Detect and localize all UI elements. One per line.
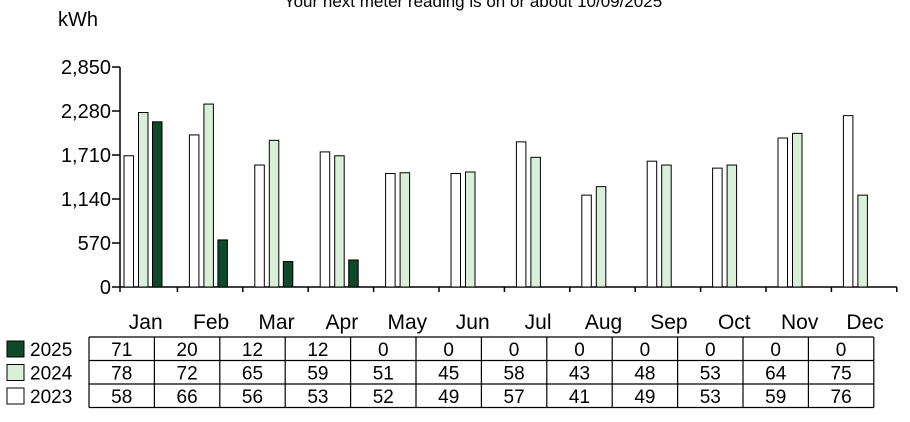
x-tick-label: Feb [193, 311, 229, 334]
table-cell-2025-jun: 0 [443, 340, 454, 361]
table-cell-2025-feb: 20 [177, 340, 198, 361]
y-tick-label: 2,280 [61, 101, 111, 123]
table-cell-2024-aug: 43 [569, 364, 590, 385]
table-cell-2023-apr: 53 [307, 387, 328, 408]
bar-2023-may [385, 173, 396, 288]
bar-2023-jul [515, 141, 527, 288]
legend-label-2025: 2025 [30, 340, 72, 361]
table-cell-2025-jul: 0 [509, 340, 520, 361]
bar-2023-feb [188, 134, 200, 288]
table-cell-2024-jul: 58 [504, 364, 525, 385]
bar-2024-may [399, 172, 411, 288]
table-cell-2024-jun: 45 [438, 364, 459, 385]
table-cell-2025-jan: 71 [111, 340, 132, 361]
legend-swatch-2024 [6, 364, 25, 381]
bar-2024-mar [268, 139, 280, 288]
x-tick-label: Dec [846, 311, 883, 334]
chart-title: Your next meter reading is on or about 1… [284, 0, 662, 11]
bar-2024-aug [595, 186, 607, 288]
bar-2024-oct [726, 164, 738, 288]
table-cell-2024-feb: 72 [177, 364, 198, 385]
y-tick-label: 570 [78, 233, 111, 255]
bar-2025-mar [282, 261, 294, 288]
legend-swatch-2023 [6, 387, 25, 405]
table-cell-2023-oct: 53 [700, 387, 721, 408]
bar-2025-apr [348, 259, 359, 288]
bar-2023-dec [842, 115, 854, 288]
y-tick-label: 1,710 [61, 145, 111, 167]
table-cell-2023-nov: 59 [765, 387, 786, 408]
bar-2024-nov [792, 132, 803, 288]
bar-2024-sep [661, 164, 672, 288]
y-tick-label: 2,850 [61, 57, 111, 79]
table-cell-2024-may: 51 [373, 364, 394, 385]
table-cell-2023-dec: 76 [831, 387, 852, 408]
x-tick-label: Oct [718, 311, 751, 334]
bar-2024-jun [465, 171, 476, 288]
bar-2024-dec [857, 194, 868, 288]
bar-2023-aug [581, 194, 592, 288]
table-cell-2025-mar: 12 [242, 340, 263, 361]
x-tick-label: Jul [525, 311, 552, 334]
bar-2023-apr [319, 151, 331, 288]
table-cell-2024-jan: 78 [111, 364, 132, 385]
x-tick-label: Aug [585, 311, 622, 334]
bar-2025-jan [152, 121, 163, 288]
table-cell-2023-jun: 49 [438, 387, 459, 408]
table-cell-2025-oct: 0 [705, 340, 716, 361]
x-tick-label: Nov [781, 311, 819, 334]
x-tick-label: Apr [326, 311, 359, 334]
table-cell-2023-jan: 58 [111, 387, 132, 408]
table-cell-2023-aug: 41 [569, 387, 590, 408]
table-cell-2024-nov: 64 [765, 364, 787, 385]
table-cell-2024-apr: 59 [307, 364, 328, 385]
bar-2023-mar [254, 164, 265, 288]
table-cell-2024-sep: 48 [634, 364, 655, 385]
bar-2024-jul [530, 156, 541, 288]
bar-2024-feb [203, 103, 214, 288]
table-cell-2025-nov: 0 [770, 340, 781, 361]
bar-2024-apr [334, 155, 345, 288]
y-tick-label: 0 [100, 277, 111, 299]
x-tick-label: Mar [258, 311, 294, 334]
legend-swatch-2025 [6, 340, 25, 358]
table-cell-2025-apr: 12 [307, 340, 328, 361]
bar-2025-feb [217, 239, 228, 288]
y-tick-label: 1,140 [61, 189, 111, 211]
table-cell-2023-mar: 56 [242, 387, 263, 408]
bar-2023-jan [123, 155, 134, 288]
table-cell-2025-dec: 0 [836, 340, 847, 361]
table-cell-2023-feb: 66 [177, 387, 198, 408]
legend-label-2023: 2023 [30, 387, 72, 408]
bar-2023-oct [712, 167, 723, 288]
x-tick-label: May [387, 311, 427, 334]
y-axis-label: kWh [58, 9, 98, 31]
bar-2024-jan [138, 112, 149, 288]
table-cell-2025-may: 0 [378, 340, 389, 361]
x-tick-label: Jan [129, 311, 163, 334]
table-cell-2025-aug: 0 [574, 340, 585, 361]
table-cell-2024-dec: 75 [831, 364, 852, 385]
table-cell-2023-may: 52 [373, 387, 394, 408]
table-cell-2023-sep: 49 [634, 387, 655, 408]
table-cell-2024-oct: 53 [700, 364, 721, 385]
table-cell-2025-sep: 0 [640, 340, 651, 361]
table-cell-2023-jul: 57 [504, 387, 525, 408]
x-tick-label: Sep [650, 311, 687, 334]
table-cell-2024-mar: 65 [242, 364, 263, 385]
bar-2023-jun [450, 173, 461, 288]
legend-label-2024: 2024 [30, 364, 73, 385]
x-tick-label: Jun [456, 311, 490, 334]
bar-2023-sep [646, 160, 658, 288]
bar-2023-nov [777, 137, 788, 288]
